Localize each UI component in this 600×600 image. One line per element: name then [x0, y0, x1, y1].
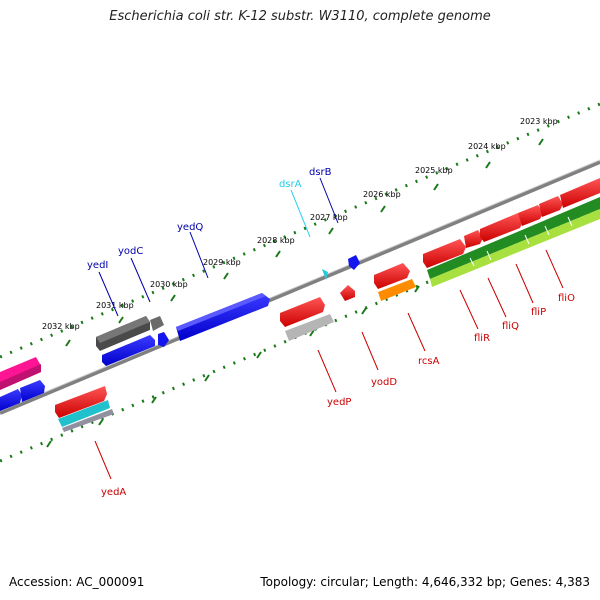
gene-leader-lines — [94, 177, 564, 480]
gene-label-dsrB[interactable]: dsrB — [309, 167, 332, 178]
gene-yodC-blue[interactable] — [102, 335, 155, 366]
leader-fliQ — [487, 277, 507, 318]
gene-dark-gray-top — [96, 316, 150, 343]
accession-text: Accession: AC_000091 — [9, 575, 145, 589]
leader-fliP — [515, 263, 534, 304]
chromosome-backbone — [0, 160, 600, 415]
major-tick — [433, 183, 439, 191]
leader-yedQ — [189, 231, 209, 279]
gene-yedQ[interactable] — [176, 293, 270, 341]
gene-small-blue[interactable] — [158, 332, 169, 347]
topology-text: Topology: circular; Length: 4,646,332 bp… — [260, 575, 590, 589]
gene-yodD[interactable] — [340, 285, 355, 301]
leader-dsrA — [290, 189, 311, 238]
gene-pink-shadow — [0, 364, 41, 390]
gene-label-yedQ[interactable]: yedQ — [177, 222, 203, 233]
gene-rcsA[interactable] — [378, 279, 416, 301]
gene-blue-left-b[interactable] — [20, 380, 45, 402]
gene-label-fliP[interactable]: fliP — [531, 307, 546, 318]
inner-major-tick — [256, 351, 262, 359]
map-title: Escherichia coli str. K-12 substr. W3110… — [109, 9, 491, 24]
leader-yodD — [361, 331, 379, 371]
major-tick — [118, 316, 124, 324]
forward-strand-genes — [0, 255, 360, 411]
gene-fli-divider — [469, 257, 475, 267]
ruler-tick-label: 2026 kbp — [363, 190, 401, 199]
gene-fli-divider — [524, 234, 530, 245]
ruler-tick-group: 2032 kbp 2031 kbp 2030 kbp 2029 kbp 2028… — [42, 117, 577, 448]
gene-yedA-gray[interactable] — [62, 409, 114, 432]
gene-label-yodD[interactable]: yodD — [371, 377, 397, 388]
gene-dsrB[interactable] — [348, 255, 360, 270]
ruler-tick-label: 2023 kbp — [520, 117, 558, 126]
ruler-tick-label: 2028 kbp — [257, 236, 295, 245]
gene-label-fliR[interactable]: fliR — [474, 333, 490, 344]
reverse-strand-genes — [55, 178, 600, 432]
major-tick — [65, 339, 71, 347]
chromosome-backbone-highlight — [0, 159, 600, 412]
gene-label-yedI[interactable]: yedI — [87, 260, 108, 271]
gene-labels: yedI yodC yedQ dsrA dsrB yedA yedP yodD … — [87, 167, 575, 498]
gene-label-rcsA[interactable]: rcsA — [418, 356, 440, 367]
major-tick — [485, 161, 491, 169]
ruler-tick-label: 2031 kbp — [96, 301, 134, 310]
inner-major-tick — [414, 285, 420, 293]
gene-label-fliO[interactable]: fliO — [558, 293, 575, 304]
inner-major-tick — [204, 374, 210, 382]
leader-fliO — [545, 249, 564, 289]
gene-fli-red-3[interactable] — [480, 213, 523, 242]
gene-yedA[interactable] — [55, 386, 107, 418]
gene-fli-divider — [567, 216, 573, 227]
leader-rcsA — [407, 312, 426, 352]
gene-yedA-cyan[interactable] — [58, 400, 110, 427]
leader-fliR — [459, 289, 479, 330]
ruler-tick-label: 2032 kbp — [42, 322, 80, 331]
gene-rcsA-red[interactable] — [374, 263, 410, 289]
gene-fli-divider — [544, 225, 550, 236]
gene-label-dsrA[interactable]: dsrA — [279, 179, 302, 190]
major-tick — [170, 294, 176, 302]
leader-yedA — [94, 440, 112, 480]
gene-fli-red-2[interactable] — [464, 230, 483, 248]
gene-label-yedP[interactable]: yedP — [327, 397, 351, 408]
inner-major-tick — [151, 396, 157, 404]
ruler-tick-label: 2027 kbp — [310, 213, 348, 222]
ruler-tick-label: 2025 kbp — [415, 166, 453, 175]
inner-major-tick — [98, 418, 104, 426]
gene-yedQ-top — [176, 293, 266, 331]
gene-white-strip — [100, 330, 152, 355]
gene-fli-red-5[interactable] — [539, 196, 563, 217]
gene-yedP-gray[interactable] — [285, 314, 334, 341]
inner-major-tick — [309, 329, 315, 337]
gene-label-fliQ[interactable]: fliQ — [502, 321, 519, 332]
major-tick — [275, 250, 281, 258]
ruler-tick-label: 2029 kbp — [203, 258, 241, 267]
gene-fli-lime[interactable] — [430, 209, 600, 287]
gene-label-yedA[interactable]: yedA — [101, 487, 126, 498]
gene-fli-red-1[interactable] — [423, 239, 466, 268]
leader-dsrB — [319, 177, 339, 224]
leader-yedI — [98, 271, 119, 317]
gene-dark-gray-small[interactable] — [150, 316, 164, 331]
gene-fli-green[interactable] — [427, 197, 600, 279]
gene-label-yodC[interactable]: yodC — [118, 246, 143, 257]
gene-fli-red-4[interactable] — [518, 205, 543, 226]
leader-yodC — [130, 257, 151, 303]
gene-yedP[interactable] — [280, 297, 325, 327]
leader-yedP — [317, 349, 337, 393]
inner-major-tick — [361, 307, 367, 315]
major-tick — [223, 272, 229, 280]
gene-fli-divider — [486, 250, 492, 261]
inner-major-tick — [46, 440, 52, 448]
major-tick — [328, 227, 334, 235]
major-tick — [538, 138, 544, 146]
gene-dsrA[interactable] — [322, 269, 328, 280]
gene-blue-left-a[interactable] — [0, 389, 22, 411]
major-tick — [380, 205, 386, 213]
ruler-tick-label: 2030 kbp — [150, 280, 188, 289]
ruler-tick-label: 2024 kbp — [468, 142, 506, 151]
gene-fli-red-6[interactable] — [560, 178, 600, 208]
